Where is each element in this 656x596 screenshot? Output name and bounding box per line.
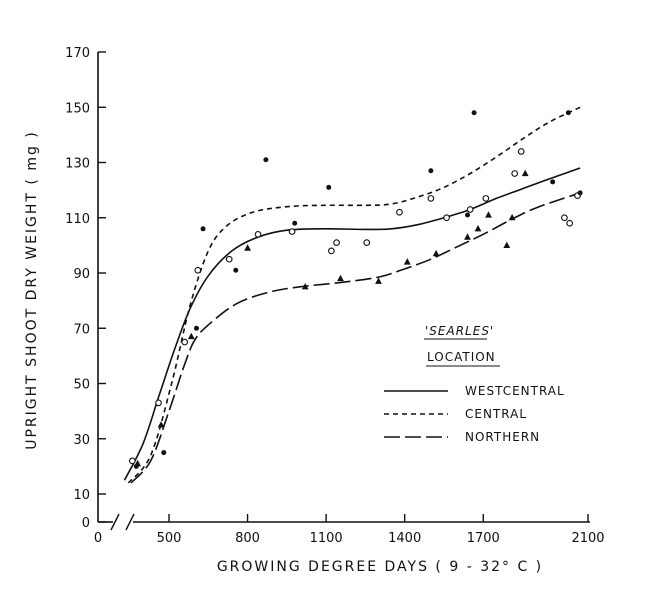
series-line-northern bbox=[130, 192, 581, 484]
y-tick-label: 10 bbox=[73, 488, 90, 503]
y-tick-label: 130 bbox=[65, 157, 90, 172]
point-westcentral bbox=[427, 195, 435, 202]
y-tick-label: 170 bbox=[65, 46, 90, 61]
x-tick-label: 1100 bbox=[310, 531, 343, 546]
point-northern bbox=[508, 213, 516, 221]
point-central bbox=[326, 184, 332, 190]
x-tick-label: 1700 bbox=[467, 531, 500, 546]
legend-label-northern: NORTHERN bbox=[465, 430, 540, 444]
point-westcentral bbox=[155, 399, 162, 407]
legend: 'SEARLES' LOCATION WESTCENTRAL CENTRAL N… bbox=[384, 324, 565, 444]
x-tick-label: 800 bbox=[235, 531, 260, 546]
point-central bbox=[200, 226, 206, 232]
legend-title: 'SEARLES' bbox=[425, 324, 494, 338]
point-central bbox=[565, 110, 571, 116]
point-northern bbox=[485, 211, 492, 218]
point-westcentral bbox=[225, 255, 233, 263]
point-westcentral bbox=[517, 148, 525, 155]
point-northern bbox=[157, 421, 165, 428]
point-westcentral bbox=[511, 170, 519, 177]
y-tick-label: 70 bbox=[73, 322, 90, 337]
y-axis-title: UPRIGHT SHOOT DRY WEIGHT ( mg ) bbox=[24, 130, 40, 450]
point-central bbox=[161, 450, 167, 456]
y-tick-label: 50 bbox=[73, 378, 90, 393]
y-axis-ticks: 0 10 30 50 70 90 110 130 150 170 bbox=[65, 46, 106, 531]
legend-label-central: CENTRAL bbox=[465, 407, 527, 421]
point-central bbox=[471, 110, 477, 116]
x-axis-break bbox=[110, 513, 135, 531]
point-westcentral bbox=[128, 457, 136, 465]
x-axis-ticks: 0 500 800 1100 1400 1700 2100 bbox=[94, 514, 605, 546]
point-northern bbox=[337, 274, 344, 282]
point-westcentral bbox=[561, 214, 568, 222]
x-tick-label: 1400 bbox=[388, 531, 421, 546]
y-tick-label: 110 bbox=[65, 212, 90, 227]
series-line-westcentral bbox=[123, 167, 581, 481]
point-northern bbox=[432, 249, 440, 257]
point-northern bbox=[474, 225, 482, 232]
point-northern bbox=[464, 233, 471, 240]
data-points bbox=[128, 110, 583, 469]
point-westcentral bbox=[333, 239, 340, 246]
point-central bbox=[550, 179, 556, 185]
point-central bbox=[193, 325, 199, 331]
point-central bbox=[428, 168, 434, 174]
point-northern bbox=[375, 277, 382, 284]
point-westcentral bbox=[482, 195, 490, 202]
y-tick-label: 0 bbox=[82, 516, 90, 531]
point-central bbox=[577, 190, 583, 196]
point-central bbox=[263, 157, 269, 163]
x-tick-label: 500 bbox=[157, 531, 182, 546]
point-westcentral bbox=[363, 239, 371, 246]
point-northern bbox=[187, 332, 195, 340]
y-tick-label: 90 bbox=[73, 267, 90, 282]
x-axis-title: GROWING DEGREE DAYS ( 9 - 32° C ) bbox=[217, 559, 543, 575]
point-central bbox=[465, 212, 471, 218]
legend-subtitle: LOCATION bbox=[427, 350, 496, 364]
point-central bbox=[233, 267, 239, 273]
y-tick-label: 150 bbox=[65, 101, 90, 116]
point-westcentral bbox=[396, 208, 403, 216]
fitted-curves bbox=[123, 106, 581, 484]
point-northern bbox=[244, 244, 251, 251]
point-westcentral bbox=[328, 247, 335, 255]
point-westcentral bbox=[181, 338, 189, 346]
series-line-central bbox=[127, 106, 581, 484]
legend-label-westcentral: WESTCENTRAL bbox=[465, 384, 565, 398]
x-tick-label: 2100 bbox=[571, 531, 604, 546]
point-northern bbox=[521, 169, 529, 177]
point-northern bbox=[403, 258, 411, 265]
point-northern bbox=[301, 283, 309, 290]
x-tick-label: 0 bbox=[94, 531, 102, 546]
y-tick-label: 30 bbox=[73, 433, 90, 448]
point-northern bbox=[134, 459, 141, 467]
point-westcentral bbox=[254, 230, 262, 238]
point-westcentral bbox=[566, 219, 574, 227]
point-westcentral bbox=[194, 266, 202, 274]
point-westcentral bbox=[288, 228, 296, 235]
point-westcentral bbox=[443, 214, 450, 222]
point-westcentral bbox=[466, 206, 474, 213]
point-northern bbox=[503, 241, 511, 248]
point-central bbox=[292, 220, 298, 226]
